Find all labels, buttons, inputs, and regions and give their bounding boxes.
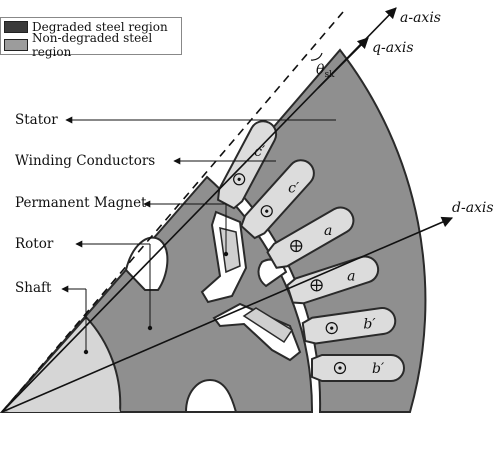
current-out-icon: [333, 361, 347, 375]
conductor-phase-label: c′: [254, 144, 266, 160]
conductor-phase-label: a: [347, 268, 355, 284]
legend-item-non-degraded: Non-degraded steel region: [1, 31, 181, 59]
legend-swatch-degraded: [4, 21, 28, 33]
slot-outline: [301, 307, 397, 345]
magnet-label: Permanent Magnet: [15, 195, 147, 211]
current-plus-mark: [290, 240, 302, 252]
slot-outline: [266, 206, 355, 269]
rotor-leader-dot: [147, 325, 153, 331]
stator-label: Stator: [15, 112, 58, 128]
legend-label-degraded: Degraded steel region: [32, 20, 168, 34]
current-dot-mark: [338, 366, 342, 370]
conductor-phase-label: b′: [363, 317, 376, 333]
slot-outline: [311, 354, 405, 382]
stator-slots: c′ c′ a a b′ b′: [216, 120, 405, 382]
current-out-icon: [260, 205, 273, 218]
current-dot-mark: [265, 209, 269, 213]
permanent-magnet-lower: [242, 307, 294, 344]
magnet-leader-dot: [223, 251, 229, 257]
legend: Degraded steel region Non-degraded steel…: [0, 17, 182, 59]
current-plus-mark: [311, 279, 323, 291]
q-axis-line: [317, 37, 369, 89]
rotor-cutout: [184, 378, 238, 413]
rotor-label: Rotor: [15, 236, 54, 252]
slot-outline: [240, 159, 315, 240]
current-dot-mark: [330, 326, 334, 330]
winding-slot: c′: [216, 120, 278, 210]
winding-slot: b′: [301, 307, 397, 345]
conductor-phase-label: b′: [372, 361, 385, 377]
winding-slot: c′: [240, 159, 315, 240]
theta-skew-arc: [310, 52, 323, 61]
q-axis-label: q-axis: [372, 40, 414, 56]
legend-item-degraded: Degraded steel region: [1, 18, 181, 36]
shaft-wedge: [2, 396, 120, 412]
current-dot-mark: [237, 177, 241, 181]
a-axis-label: a-axis: [400, 10, 441, 26]
d-axis-line: [1, 216, 454, 413]
winding-label: Winding Conductors: [15, 153, 155, 169]
sector-boundary-dashed: [1, 11, 344, 413]
shaft-label: Shaft: [15, 280, 52, 296]
theta-label: θsk: [316, 62, 335, 80]
d-axis-label: d-axis: [452, 200, 494, 216]
conductor-phase-label: a: [324, 223, 332, 239]
slot-outline: [216, 120, 278, 210]
current-out-icon: [325, 322, 338, 335]
legend-label-non-degraded: Non-degraded steel region: [32, 31, 153, 59]
legend-swatch-non-degraded: [4, 39, 28, 51]
conductor-phase-label: c′: [288, 180, 300, 196]
winding-slot: b′: [311, 354, 405, 382]
current-out-icon: [233, 173, 246, 186]
shaft-leader-dot: [83, 349, 89, 355]
winding-slot: a: [266, 206, 355, 269]
permanent-magnet-upper: [219, 227, 241, 274]
